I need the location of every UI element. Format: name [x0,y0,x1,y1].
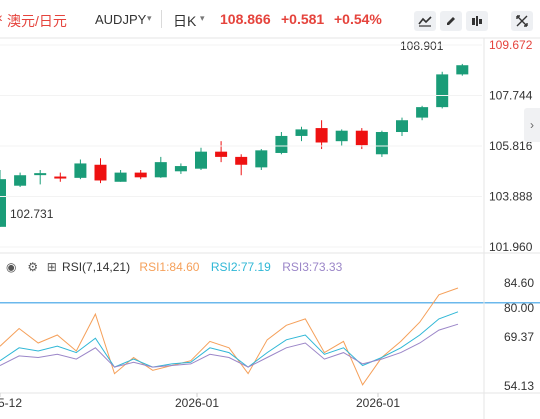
candle-body [375,132,388,155]
last-price: 108.866 [220,11,271,27]
candle-body [54,176,67,179]
candle [295,126,308,142]
price-tick-label: 107.744 [489,89,533,103]
candle [255,149,268,170]
expand-icon[interactable] [511,11,533,31]
candle [335,129,348,147]
side-panel-toggle[interactable]: › [524,108,540,142]
candle-body [335,130,348,142]
candle-body [114,172,127,182]
rsi3-legend: RSI3:73.33 [282,260,343,274]
candle [456,63,469,76]
candle-body [456,65,469,75]
rsi-legend: ◉ ⚙ ⊞ RSI(7,14,21) RSI1:84.60 RSI2:77.19… [6,260,342,274]
candle [375,130,388,157]
time-axis-label: 2026-01 [175,396,219,410]
candle-body [174,166,187,172]
candle-body [275,135,288,153]
chart-header: ‹ 澳元/日元 AUDJPY ▾ 日K ▾ 108.866 +0.581 +0.… [0,0,540,38]
candle-body [255,150,268,168]
candle-body [14,175,27,186]
candle-body [0,179,6,227]
candle [154,156,167,178]
back-chevron-icon[interactable]: ‹ [0,9,3,25]
candle-body [134,172,147,178]
price-tick-label: 109.672 [489,38,533,52]
candle [174,163,187,174]
candle-body [34,173,47,176]
rsi-indicator-name: RSI(7,14,21) [62,260,131,274]
rsi-series-line [0,311,459,368]
timeframe-selector[interactable]: 日K [173,13,197,29]
trend-icon[interactable] [414,11,436,31]
price-change-pct: +0.54% [334,11,382,27]
price-tick-label: 103.888 [489,190,533,204]
time-axis-label: 2026-01 [356,396,400,410]
candle [215,141,228,163]
rsi-tick-label: 54.13 [504,379,534,393]
candle [114,169,127,182]
candle-body [295,129,308,136]
rsi-tick-label: 80.00 [504,301,534,315]
layers-icon[interactable] [466,11,488,31]
candle-body [416,107,429,118]
candle [396,117,408,136]
price-axis: 109.672 107.744 105.816 103.888 101.960 84.60… [0,37,540,419]
price-tick-label: 105.816 [489,139,533,153]
rsi-tick-label: 84.60 [504,276,534,290]
candle [74,159,87,180]
candle [275,132,288,155]
candle [134,169,147,180]
rsi-panel [0,287,540,386]
candle-body [436,74,449,108]
candle [195,147,207,170]
candle [54,172,67,182]
candle-body [94,164,107,181]
symbol-code[interactable]: AUDJPY [95,12,147,27]
candle [34,169,47,185]
candle-body [154,162,167,178]
candle [14,172,27,188]
high-label: 108.901 [400,39,444,53]
edit-icon[interactable] [440,11,462,31]
candle [436,71,449,109]
time-axis-label: 2025-12 [0,396,22,410]
timeframe-dropdown-caret-icon[interactable]: ▾ [200,13,205,23]
candle-body [195,151,207,169]
candle-body [74,163,87,178]
symbol-name[interactable]: 澳元/日元 [7,13,67,29]
rsi-tick-label: 69.37 [504,330,534,344]
low-label: 102.731 [10,207,54,221]
settings-icon[interactable]: ⚙ [27,260,39,274]
indicator-toggle-icon[interactable]: ⊞ [46,260,57,274]
chevron-right-icon: › [530,118,534,132]
separator [161,10,162,28]
candle-body [215,151,228,157]
rsi-series-line [0,323,459,368]
candle [235,154,248,176]
rsi2-legend: RSI2:77.19 [210,260,271,274]
eye-icon[interactable]: ◉ [6,260,17,274]
candle [416,105,429,121]
candle [94,158,107,184]
candle [0,169,6,227]
candle-body [315,128,328,143]
candle-body [396,120,408,133]
candlestick-panel: 108.901 102.731 [0,39,469,227]
candle-body [235,156,248,165]
candle [315,120,328,150]
candle-body [355,130,368,146]
price-tick-label: 101.960 [489,240,533,254]
price-change: +0.581 [281,11,325,27]
rsi1-legend: RSI1:84.60 [139,260,200,274]
symbol-dropdown-caret-icon[interactable]: ▾ [147,13,152,23]
